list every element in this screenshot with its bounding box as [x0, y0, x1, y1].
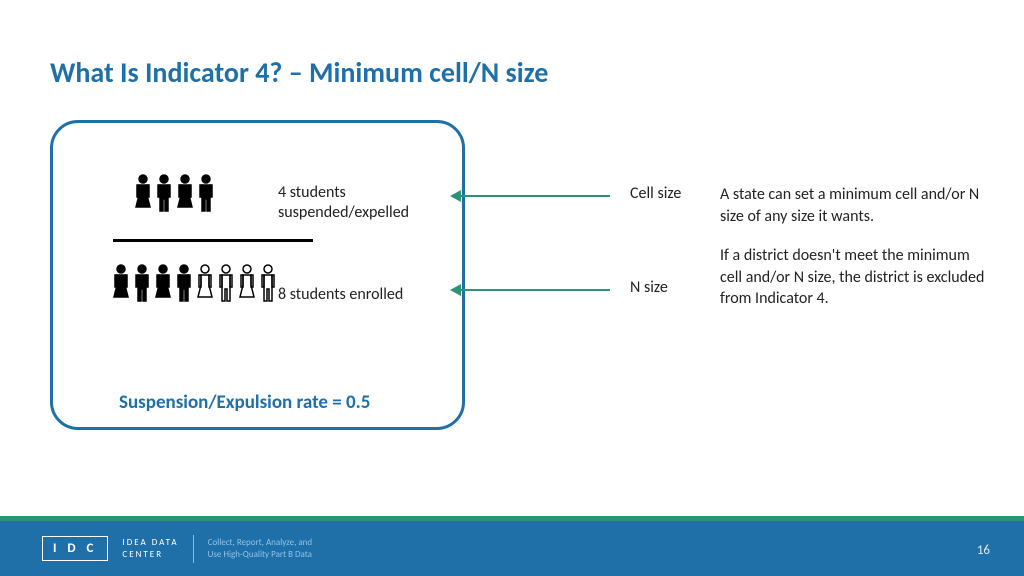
arrow-n-size	[460, 289, 610, 291]
person-icon	[196, 173, 216, 213]
cell-size-label: Cell size	[630, 184, 681, 203]
person-icon	[195, 263, 215, 303]
arrow-cell-size	[460, 195, 610, 197]
person-icon	[111, 263, 131, 303]
fraction-bar	[113, 239, 313, 242]
tagline-line1: Collect, Report, Analyze, and	[208, 537, 313, 548]
idc-logo-text-line1: IDEA DATA	[122, 537, 178, 548]
footer-tagline: Collect, Report, Analyze, and Use High-Q…	[208, 537, 313, 560]
page-number: 16	[977, 543, 990, 558]
n-size-label: N size	[630, 278, 668, 297]
numerator-label-line2: suspended/expelled	[278, 203, 409, 222]
rate-text: Suspension/Expulsion rate = 0.5	[119, 391, 370, 414]
person-icon	[132, 263, 152, 303]
person-icon	[174, 263, 194, 303]
person-icon	[216, 263, 236, 303]
numerator-people-icons	[133, 173, 216, 213]
person-icon	[133, 173, 153, 213]
person-icon	[258, 263, 278, 303]
slide-title: What Is Indicator 4? – Minimum cell/N si…	[50, 55, 548, 90]
idc-logo-text-line2: CENTER	[122, 549, 163, 560]
ratio-box: 4 students suspended/expelled	[50, 120, 465, 430]
person-icon	[154, 173, 174, 213]
tagline-line2: Use High-Quality Part B Data	[208, 549, 312, 560]
slide: What Is Indicator 4? – Minimum cell/N si…	[0, 0, 1024, 576]
numerator-row	[133, 173, 216, 213]
denominator-row	[111, 263, 278, 303]
person-icon	[153, 263, 173, 303]
explanation-paragraphs: A state can set a minimum cell and/or N …	[720, 184, 988, 310]
footer-separator	[193, 535, 194, 563]
denominator-label: 8 students enrolled	[278, 285, 403, 304]
paragraph-1: A state can set a minimum cell and/or N …	[720, 184, 988, 227]
denominator-people-icons	[111, 263, 278, 303]
numerator-label: 4 students suspended/expelled	[278, 183, 409, 223]
footer-bar: I D C IDEA DATA CENTER Collect, Report, …	[0, 521, 1024, 576]
person-icon	[175, 173, 195, 213]
paragraph-2: If a district doesn't meet the minimum c…	[720, 245, 988, 310]
idc-logo-text: IDEA DATA CENTER	[122, 537, 178, 560]
numerator-label-line1: 4 students	[278, 183, 346, 202]
idc-logo-box: I D C	[42, 536, 108, 561]
person-icon	[237, 263, 257, 303]
